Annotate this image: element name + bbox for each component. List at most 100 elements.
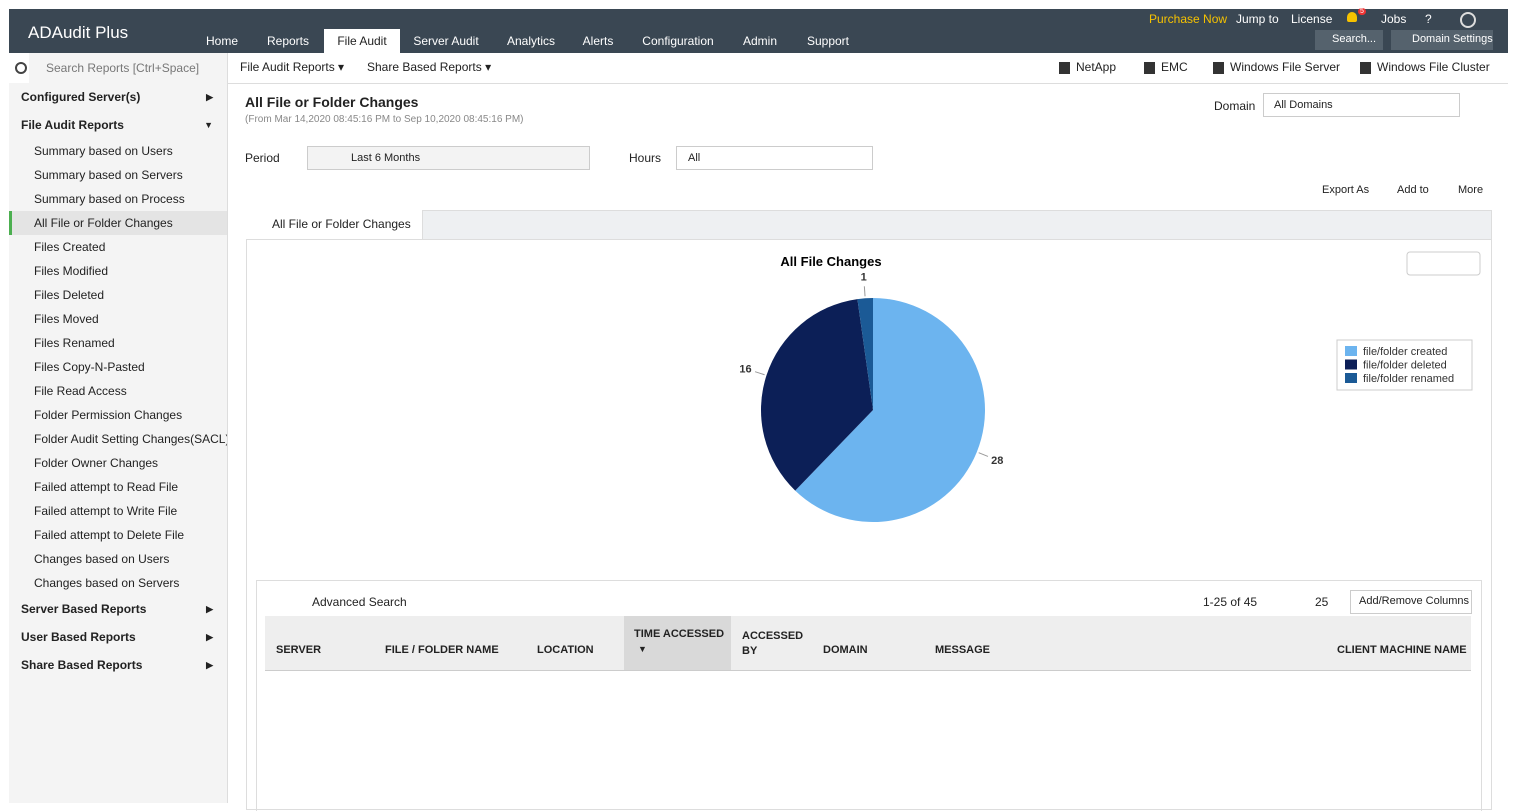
server-link[interactable]: EMC — [1161, 60, 1188, 74]
table-header — [265, 616, 1471, 671]
sidebar-item[interactable]: Files Renamed — [34, 336, 115, 350]
period-label: Period — [245, 151, 280, 165]
domain-settings-label[interactable]: Domain Settings — [1412, 33, 1493, 45]
advanced-search[interactable]: Advanced Search — [312, 595, 407, 609]
data-label: 1 — [861, 271, 867, 283]
nav-tab[interactable]: Reports — [266, 34, 310, 48]
expand-arrow: ▶ — [206, 632, 213, 642]
domain-settings-button[interactable] — [1391, 30, 1493, 50]
data-label: 28 — [991, 455, 1003, 467]
server-link[interactable]: Windows File Cluster — [1377, 60, 1490, 74]
sidebar-item[interactable]: Folder Owner Changes — [34, 456, 159, 470]
server-link[interactable]: NetApp — [1076, 60, 1117, 74]
nav-tab[interactable]: Home — [205, 34, 239, 48]
report-menu[interactable]: Share Based Reports ▾ — [367, 60, 492, 74]
search-button-label[interactable]: Search... — [1332, 33, 1377, 45]
expand-arrow: ▼ — [204, 120, 213, 130]
column-header[interactable]: MESSAGE — [935, 644, 991, 656]
page-size[interactable]: 25 — [1315, 595, 1329, 609]
legend-swatch — [1345, 359, 1357, 370]
report-tab[interactable]: All File or Folder Changes — [272, 217, 411, 231]
columns-button-label[interactable]: Add/Remove Columns — [1359, 595, 1470, 607]
label-connector — [978, 452, 989, 457]
sidebar-item[interactable]: Changes based on Users — [34, 552, 170, 566]
legend-label: file/folder deleted — [1363, 360, 1447, 372]
columns-button[interactable] — [1350, 590, 1472, 614]
notification-icon — [1347, 12, 1357, 22]
column-header[interactable]: CLIENT MACHINE NAME — [1337, 644, 1467, 656]
chart-title: All File Changes — [780, 254, 881, 269]
sidebar-item[interactable]: File Read Access — [34, 384, 127, 398]
domain-select[interactable] — [1263, 93, 1460, 117]
sidebar-item[interactable]: Files Moved — [34, 312, 99, 326]
search-placeholder[interactable]: Search Reports [Ctrl+Space] — [46, 61, 200, 75]
sorted-column-bg — [624, 616, 731, 670]
legend-swatch — [1345, 373, 1357, 383]
report-action[interactable]: Export As — [1322, 184, 1370, 196]
top-link[interactable]: Jobs — [1381, 12, 1407, 26]
report-action[interactable]: Add to — [1397, 184, 1429, 196]
expand-arrow: ▶ — [206, 660, 213, 670]
sidebar-item[interactable]: Failed attempt to Write File — [34, 504, 178, 518]
hours-select[interactable] — [676, 146, 873, 170]
sidebar-item[interactable]: Files Copy-N-Pasted — [34, 360, 145, 374]
sidebar-group[interactable]: File Audit Reports ▼ — [9, 111, 227, 139]
legend-box — [1336, 339, 1473, 391]
sidebar-item[interactable]: Summary based on Users — [34, 144, 173, 158]
expand-arrow: ▶ — [206, 604, 213, 614]
column-header[interactable]: DOMAIN — [823, 644, 868, 656]
sidebar-item[interactable]: Folder Permission Changes — [34, 408, 183, 422]
sidebar-item[interactable]: Files Deleted — [34, 288, 105, 302]
sidebar-group[interactable]: Share Based Reports ▶ — [9, 651, 227, 679]
server-icon — [1213, 62, 1224, 74]
top-link[interactable]: License — [1291, 12, 1333, 26]
nav-tab[interactable]: Configuration — [642, 34, 714, 48]
column-header[interactable]: LOCATION — [537, 644, 594, 656]
sidebar-group[interactable]: Configured Server(s) ▶ — [9, 83, 227, 111]
period-value[interactable]: Last 6 Months — [351, 152, 421, 164]
sidebar-item[interactable]: Files Created — [34, 240, 106, 254]
pagination: 1-25 of 45 — [1203, 595, 1258, 609]
top-link[interactable]: Purchase Now — [1149, 12, 1228, 26]
sidebar-item[interactable]: All File or Folder Changes — [9, 211, 227, 235]
sub-nav: Search Reports [Ctrl+Space] File Audit Re… — [9, 53, 1508, 84]
period-select[interactable] — [307, 146, 590, 170]
hours-label: Hours — [629, 151, 662, 165]
nav-tab[interactable]: Alerts — [582, 34, 614, 48]
nav-tab[interactable]: Analytics — [506, 34, 556, 48]
pie-slice — [795, 298, 986, 522]
nav-tab[interactable]: Admin — [742, 34, 778, 48]
legend-swatch — [1345, 346, 1357, 356]
report-action[interactable]: More — [1458, 184, 1484, 196]
report-menu[interactable]: File Audit Reports ▾ — [240, 60, 345, 74]
search-box[interactable] — [29, 53, 228, 83]
sidebar-item[interactable]: Summary based on Process — [34, 192, 185, 206]
server-link[interactable]: Windows File Server — [1230, 60, 1341, 74]
sidebar-group[interactable]: User Based Reports ▶ — [9, 623, 227, 651]
active-tab-bg — [324, 29, 400, 53]
column-header[interactable]: TIME ACCESSED — [634, 628, 725, 640]
top-link[interactable]: ? — [1425, 12, 1432, 26]
sidebar-item[interactable]: Files Modified — [34, 264, 109, 278]
report-range: (From Mar 14,2020 08:45:16 PM to Sep 10,… — [245, 114, 524, 125]
column-header[interactable]: FILE / FOLDER NAME — [385, 644, 499, 656]
hours-value[interactable]: All — [688, 152, 701, 164]
top-link[interactable]: Jump to — [1236, 12, 1279, 26]
domain-value[interactable]: All Domains — [1274, 99, 1333, 111]
column-header[interactable]: SERVER — [276, 644, 322, 656]
sidebar-item[interactable]: Failed attempt to Read File — [34, 480, 179, 494]
nav-tab[interactable]: File Audit — [337, 34, 387, 48]
report-tab-bg — [246, 210, 423, 239]
report-area: All File or Folder Changes (From Mar 14,2… — [228, 84, 1508, 811]
sidebar-item[interactable]: Folder Audit Setting Changes(SACL) — [34, 432, 228, 446]
search-button[interactable] — [1315, 30, 1383, 50]
chart-tools — [1406, 251, 1481, 276]
nav-tab[interactable]: Support — [806, 34, 850, 48]
nav-tab[interactable]: Server Audit — [413, 34, 479, 48]
sidebar-group[interactable]: Server Based Reports ▶ — [9, 595, 227, 623]
sidebar-item[interactable]: Failed attempt to Delete File — [34, 528, 185, 542]
column-header[interactable]: ACCESSED BY — [742, 630, 804, 657]
sidebar-item[interactable]: Summary based on Servers — [34, 168, 183, 182]
server-icon — [1360, 62, 1371, 74]
sidebar-item[interactable]: Changes based on Servers — [34, 576, 180, 590]
